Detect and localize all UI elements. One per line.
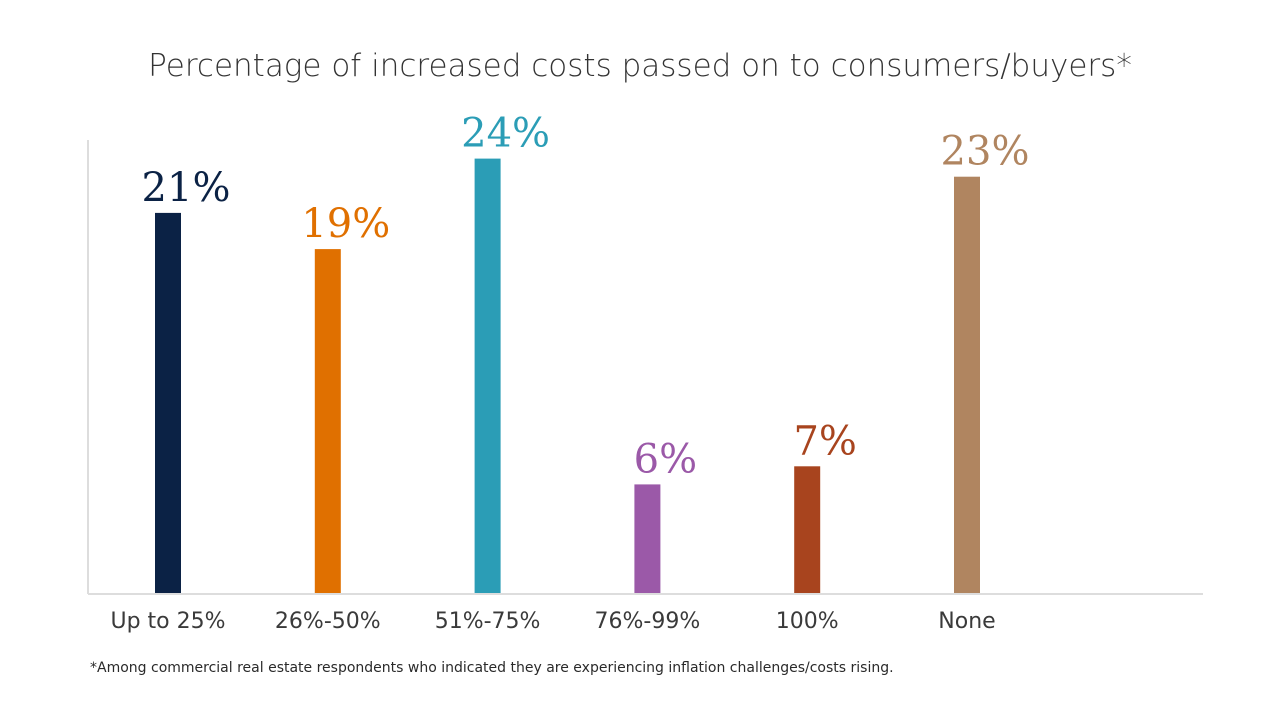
value-label-4: 7% — [793, 418, 856, 464]
x-tick-label-0: Up to 25% — [110, 609, 225, 634]
x-tick-label-2: 51%-75% — [435, 609, 541, 634]
value-label-1: 19% — [301, 201, 390, 247]
bar-2 — [474, 158, 501, 593]
x-tick-label-3: 76%-99% — [595, 609, 701, 634]
bar-5 — [954, 176, 980, 593]
bar-0 — [155, 212, 181, 593]
value-label-2: 24% — [461, 111, 550, 157]
value-label-3: 6% — [634, 436, 697, 482]
x-tick-label-4: 100% — [776, 609, 839, 634]
value-label-5: 23% — [941, 129, 1030, 175]
value-labels-group: 21% 19% 24% 6% 7% 23% — [142, 111, 1030, 483]
value-label-0: 21% — [142, 165, 231, 211]
bar-4 — [794, 466, 821, 593]
x-tick-label-1: 26%-50% — [275, 609, 381, 634]
bar-1 — [314, 249, 341, 593]
x-tick-label-5: None — [938, 609, 995, 634]
footnote: *Among commercial real estate respondent… — [90, 660, 894, 676]
x-tick-labels-group: Up to 25% 26%-50% 51%-75% 76%-99% 100% None — [110, 609, 995, 634]
bar-3 — [634, 484, 661, 593]
bars-group — [155, 158, 980, 593]
chart-title: Percentage of increased costs passed on … — [148, 48, 1132, 84]
